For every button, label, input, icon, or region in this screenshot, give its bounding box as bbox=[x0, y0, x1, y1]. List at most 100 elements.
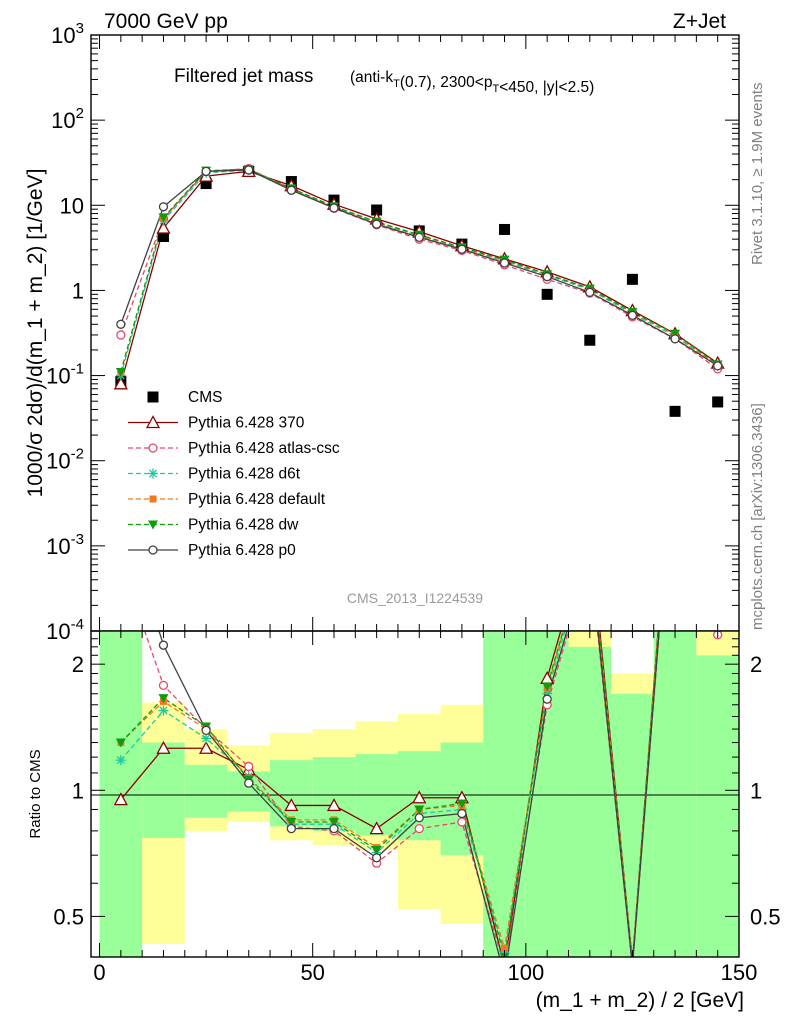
legend-label-pythia-6-428-370: Pythia 6.428 370 bbox=[188, 415, 305, 432]
ratio-y-tick-label-right: 1 bbox=[750, 778, 762, 803]
watermark-label: CMS_2013_I1224539 bbox=[347, 590, 483, 606]
legend-marker-pythia-6-428-dw bbox=[148, 520, 158, 530]
ratio-point-pythia-6-428-p0 bbox=[244, 778, 254, 788]
stat-band bbox=[184, 764, 228, 818]
legend-entry-pythia-6-428-atlas-csc: Pythia 6.428 atlas-csc bbox=[128, 440, 340, 457]
series-line-pythia-6-428-default bbox=[120, 168, 719, 373]
legend-entry-pythia-6-428-370: Pythia 6.428 370 bbox=[128, 415, 305, 432]
ratio-point-pythia-6-428-dw bbox=[371, 846, 382, 856]
x-tick-label: 150 bbox=[721, 960, 758, 985]
point-pythia-6-428-p0 bbox=[158, 202, 169, 212]
x-tick-label: 0 bbox=[93, 960, 105, 985]
legend-marker-pythia-6-428-370 bbox=[145, 415, 161, 429]
ratio-point-pythia-6-428-370 bbox=[113, 792, 128, 806]
ratio-y-tick-label-left: 2 bbox=[72, 652, 84, 677]
ratio-point-pythia-6-428-d6t bbox=[115, 755, 126, 766]
ratio-point-pythia-6-428-dw bbox=[329, 818, 339, 828]
ratio-point-pythia-6-428-default bbox=[501, 944, 509, 952]
main-plot-panel: CMS_2013_I1224539 Filtered jet mass (ant… bbox=[46, 20, 740, 644]
ratio-point-pythia-6-428-370 bbox=[412, 790, 427, 804]
x-axis-label: (m_1 + m_2) / 2 [GeV] bbox=[536, 989, 744, 1012]
legend-label-pythia-6-428-d6t: Pythia 6.428 d6t bbox=[188, 466, 301, 483]
ratio-point-pythia-6-428-p0 bbox=[542, 694, 552, 704]
point-cms bbox=[669, 405, 681, 417]
series-line-pythia-6-428-p0 bbox=[120, 169, 719, 367]
stat-band bbox=[611, 693, 654, 957]
point-pythia-6-428-p0 bbox=[713, 361, 723, 371]
ratio-point-pythia-6-428-370 bbox=[156, 740, 171, 754]
point-pythia-6-428-370 bbox=[156, 220, 171, 234]
ratio-point-pythia-6-428-p0 bbox=[329, 823, 339, 834]
point-cms bbox=[541, 288, 553, 300]
point-pythia-6-428-p0 bbox=[585, 287, 595, 297]
point-cms bbox=[626, 273, 638, 285]
header-left: 7000 GeV pp bbox=[104, 10, 228, 33]
point-pythia-6-428-p0 bbox=[286, 185, 297, 195]
ratio-point-pythia-6-428-370 bbox=[326, 798, 342, 812]
stat-band bbox=[483, 631, 526, 957]
legend-marker-cms bbox=[147, 391, 159, 403]
ratio-point-pythia-6-428-p0 bbox=[158, 640, 169, 650]
ratio-y-tick-label-right: 0.5 bbox=[750, 904, 781, 929]
legend-entry-pythia-6-428-d6t: Pythia 6.428 d6t bbox=[128, 466, 301, 483]
legend: CMS Pythia 6.428 370 Pythia 6.428 atlas-cs… bbox=[128, 389, 340, 559]
point-pythia-6-428-p0 bbox=[414, 232, 424, 243]
ratio-point-pythia-6-428-atlas-csc bbox=[414, 823, 424, 834]
stat-band bbox=[653, 631, 697, 957]
ratio-point-pythia-6-428-dw bbox=[158, 694, 169, 704]
ratio-y-tick-label-right: 2 bbox=[750, 652, 762, 677]
legend-entry-pythia-6-428-dw: Pythia 6.428 dw bbox=[128, 517, 299, 534]
point-pythia-6-428-p0 bbox=[457, 244, 467, 254]
ratio-point-pythia-6-428-d6t bbox=[158, 705, 169, 716]
ratio-plot-frame bbox=[90, 630, 740, 958]
ratio-y-axis-label: Ratio to CMS bbox=[27, 749, 44, 838]
ratio-point-pythia-6-428-370 bbox=[199, 740, 214, 754]
legend-entry-cms: CMS bbox=[147, 389, 222, 406]
point-cms bbox=[200, 178, 212, 190]
plot-title: Filtered jet mass bbox=[174, 66, 313, 87]
point-pythia-6-428-p0 bbox=[670, 334, 680, 344]
point-cms bbox=[371, 204, 383, 216]
ratio-point-pythia-6-428-atlas-csc bbox=[158, 680, 169, 691]
side-text-top: Rivet 3.1.10, ≥ 1.9M events bbox=[749, 83, 766, 266]
ratio-plot-panel: 0 50 100 150 0.5 0.5 1 1 2 2 bbox=[53, 630, 781, 985]
legend-entry-pythia-6-428-default: Pythia 6.428 default bbox=[128, 491, 326, 508]
point-pythia-6-428-p0 bbox=[116, 319, 126, 329]
ratio-point-pythia-6-428-p0 bbox=[286, 823, 297, 834]
point-pythia-6-428-p0 bbox=[627, 310, 638, 320]
legend-label-pythia-6-428-atlas-csc: Pythia 6.428 atlas-csc bbox=[188, 440, 340, 457]
legend-label-pythia-6-428-dw: Pythia 6.428 dw bbox=[188, 517, 299, 534]
stat-band bbox=[142, 742, 185, 838]
stat-band bbox=[696, 655, 739, 957]
legend-marker-pythia-6-428-atlas-csc bbox=[148, 443, 158, 453]
point-pythia-6-428-atlas-csc bbox=[116, 330, 126, 340]
ratio-point-pythia-6-428-p0 bbox=[414, 813, 424, 823]
legend-label-pythia-6-428-p0: Pythia 6.428 p0 bbox=[188, 542, 296, 559]
ratio-point-pythia-6-428-dw bbox=[286, 818, 297, 828]
main-y-tick-label: 10-4 bbox=[46, 616, 84, 644]
ratio-point-pythia-6-428-dw bbox=[414, 805, 425, 815]
ratio-point-pythia-6-428-dw bbox=[542, 682, 553, 692]
main-y-tick-label: 10-3 bbox=[46, 531, 84, 559]
ratio-point-pythia-6-428-370 bbox=[369, 821, 384, 835]
series-line-pythia-6-428-dw bbox=[120, 168, 719, 373]
ratio-point-pythia-6-428-d6t bbox=[201, 733, 212, 744]
point-cms bbox=[157, 230, 169, 242]
ratio-point-pythia-6-428-p0 bbox=[371, 853, 382, 863]
main-y-tick-label: 1 bbox=[72, 278, 84, 303]
main-y-tick-label: 103 bbox=[51, 20, 84, 48]
point-pythia-6-428-370 bbox=[113, 376, 128, 390]
point-pythia-6-428-dw bbox=[115, 368, 126, 378]
main-y-tick-label: 10 bbox=[60, 193, 84, 218]
ratio-y-tick-label-left: 0.5 bbox=[53, 904, 84, 929]
header-right: Z+Jet bbox=[673, 10, 726, 33]
point-pythia-6-428-p0 bbox=[542, 272, 552, 282]
main-y-axis-label: 1000/σ 2dσ)/d(m_1 + m_2) [1/GeV] bbox=[24, 169, 47, 498]
ratio-point-pythia-6-428-370 bbox=[284, 798, 299, 812]
point-pythia-6-428-p0 bbox=[201, 166, 211, 177]
ratio-point-pythia-6-428-atlas-csc bbox=[244, 761, 254, 772]
point-pythia-6-428-dw bbox=[158, 213, 169, 223]
series-line-pythia-6-428-atlas-csc bbox=[120, 167, 719, 370]
point-pythia-6-428-p0 bbox=[329, 203, 339, 213]
